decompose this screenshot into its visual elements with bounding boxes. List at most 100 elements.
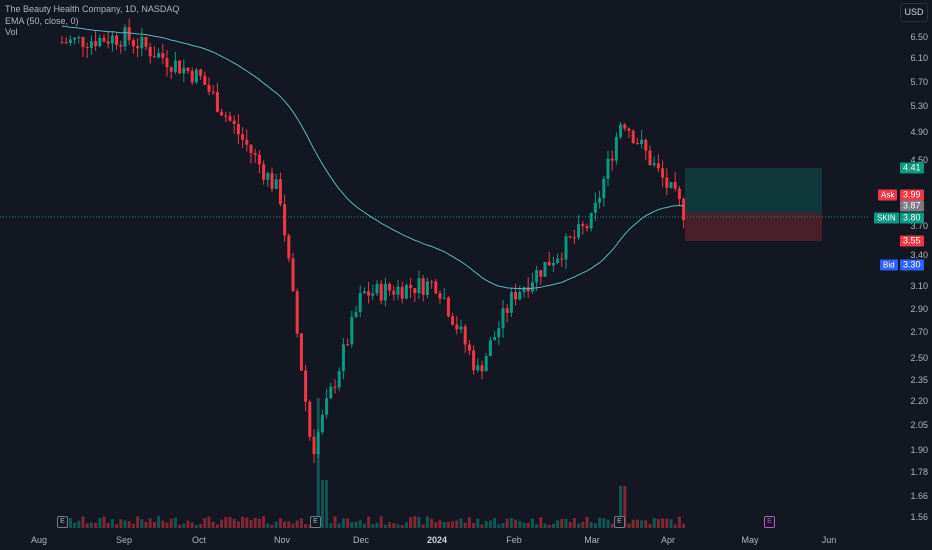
volume-bar bbox=[509, 517, 513, 528]
volume-bar bbox=[207, 516, 211, 528]
candle-body bbox=[232, 120, 236, 125]
candle-body bbox=[438, 293, 442, 299]
volume-bar bbox=[610, 523, 614, 528]
time-axis-tick: 2024 bbox=[426, 535, 448, 545]
candle-body bbox=[173, 60, 177, 72]
volume-bar bbox=[425, 516, 429, 528]
candle-body bbox=[677, 188, 681, 200]
volume-bar bbox=[518, 520, 522, 528]
candle-body bbox=[425, 281, 429, 295]
volume-bar bbox=[543, 523, 547, 528]
volume-bar bbox=[581, 521, 585, 528]
candle-body bbox=[572, 237, 576, 239]
candle-body bbox=[640, 139, 644, 145]
candle-body bbox=[136, 46, 140, 49]
candle-body bbox=[535, 270, 539, 283]
volume-bar bbox=[593, 523, 597, 528]
candle-body bbox=[514, 292, 518, 300]
candle-body bbox=[106, 41, 110, 44]
candle-body bbox=[488, 340, 492, 356]
candle-body bbox=[320, 414, 324, 433]
ema-indicator-label[interactable]: EMA (50, close, 0) bbox=[5, 15, 79, 26]
volume-bar bbox=[341, 518, 345, 528]
candle-body bbox=[283, 204, 287, 236]
volume-bar bbox=[329, 523, 333, 528]
volume-bar bbox=[346, 518, 350, 528]
price-axis-tick: 1.78 bbox=[910, 467, 928, 477]
volume-bar bbox=[136, 516, 140, 528]
volume-bar bbox=[560, 518, 564, 528]
time-axis-tick: Mar bbox=[584, 535, 600, 545]
upcoming-earnings-icon[interactable]: E bbox=[764, 516, 775, 528]
symbol-title[interactable]: The Beauty Health Company, 1D, NASDAQ bbox=[5, 4, 180, 14]
candle-body bbox=[182, 67, 186, 74]
volume-bar bbox=[173, 517, 177, 528]
position-profit-zone[interactable] bbox=[685, 168, 822, 213]
earnings-event-icon[interactable]: E bbox=[614, 516, 625, 528]
candle-body bbox=[522, 287, 526, 292]
candle-body bbox=[186, 67, 190, 72]
currency-button[interactable]: USD bbox=[900, 3, 928, 22]
price-axis-tick: 6.10 bbox=[910, 53, 928, 63]
candle-body bbox=[266, 173, 270, 180]
volume-bar bbox=[186, 520, 190, 528]
volume-bar bbox=[383, 524, 387, 528]
candle-body bbox=[652, 163, 656, 166]
candle-body bbox=[371, 293, 375, 296]
volume-bar bbox=[421, 524, 425, 528]
volume-bar bbox=[161, 520, 165, 528]
volume-bar bbox=[379, 516, 383, 528]
candle-body bbox=[190, 71, 194, 83]
candle-body bbox=[291, 258, 295, 292]
volume-bar bbox=[249, 520, 253, 528]
volume-bar bbox=[413, 516, 417, 528]
symbol-label: SKIN bbox=[874, 212, 899, 224]
volume-bar bbox=[455, 520, 459, 528]
position-loss-zone[interactable] bbox=[685, 213, 822, 241]
volume-bar bbox=[661, 518, 665, 528]
candle-body bbox=[115, 35, 119, 45]
candle-body bbox=[131, 40, 135, 47]
candle-body bbox=[518, 291, 522, 300]
candle-body bbox=[606, 158, 610, 179]
candle-body bbox=[388, 284, 392, 291]
volume-bar bbox=[89, 522, 93, 528]
earnings-event-icon[interactable]: E bbox=[57, 516, 68, 528]
volume-bar bbox=[123, 520, 127, 528]
candle-body bbox=[224, 115, 228, 117]
volume-bar bbox=[493, 517, 497, 528]
candle-body bbox=[568, 236, 572, 238]
candle-body bbox=[274, 179, 278, 189]
volume-bar bbox=[472, 522, 476, 528]
volume-bar bbox=[438, 520, 442, 528]
candle-body bbox=[593, 202, 597, 213]
time-axis-tick: Nov bbox=[273, 535, 291, 545]
candle-body bbox=[392, 290, 396, 295]
volume-indicator-label[interactable]: Vol bbox=[5, 27, 18, 37]
candle-body bbox=[123, 27, 127, 47]
volume-bar bbox=[119, 519, 123, 528]
candle-body bbox=[396, 286, 400, 295]
candle-body bbox=[539, 270, 543, 277]
volume-bar bbox=[669, 519, 673, 528]
candle-body bbox=[530, 282, 534, 292]
candle-body bbox=[350, 316, 354, 345]
volume-bar bbox=[451, 521, 455, 528]
candle-body bbox=[329, 386, 333, 399]
price-axis-tick: 2.90 bbox=[910, 304, 928, 314]
earnings-event-icon[interactable]: E bbox=[310, 516, 321, 528]
candle-body bbox=[417, 278, 421, 294]
candle-body bbox=[661, 168, 665, 178]
candle-body bbox=[635, 143, 639, 145]
candle-body bbox=[409, 284, 413, 289]
volume-layer bbox=[60, 398, 686, 528]
price-axis-tick: 4.50 bbox=[910, 155, 928, 165]
candle-body bbox=[451, 316, 455, 325]
volume-bar bbox=[505, 518, 509, 528]
candle-body bbox=[627, 128, 631, 131]
volume-bar bbox=[392, 523, 396, 528]
candle-body bbox=[505, 308, 509, 313]
volume-bar bbox=[325, 480, 329, 528]
candle-body bbox=[98, 37, 102, 47]
